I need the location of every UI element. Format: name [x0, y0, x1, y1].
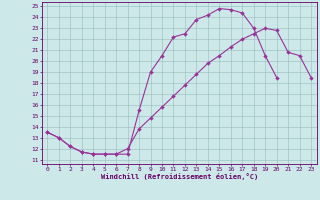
X-axis label: Windchill (Refroidissement éolien,°C): Windchill (Refroidissement éolien,°C) [100, 173, 258, 180]
